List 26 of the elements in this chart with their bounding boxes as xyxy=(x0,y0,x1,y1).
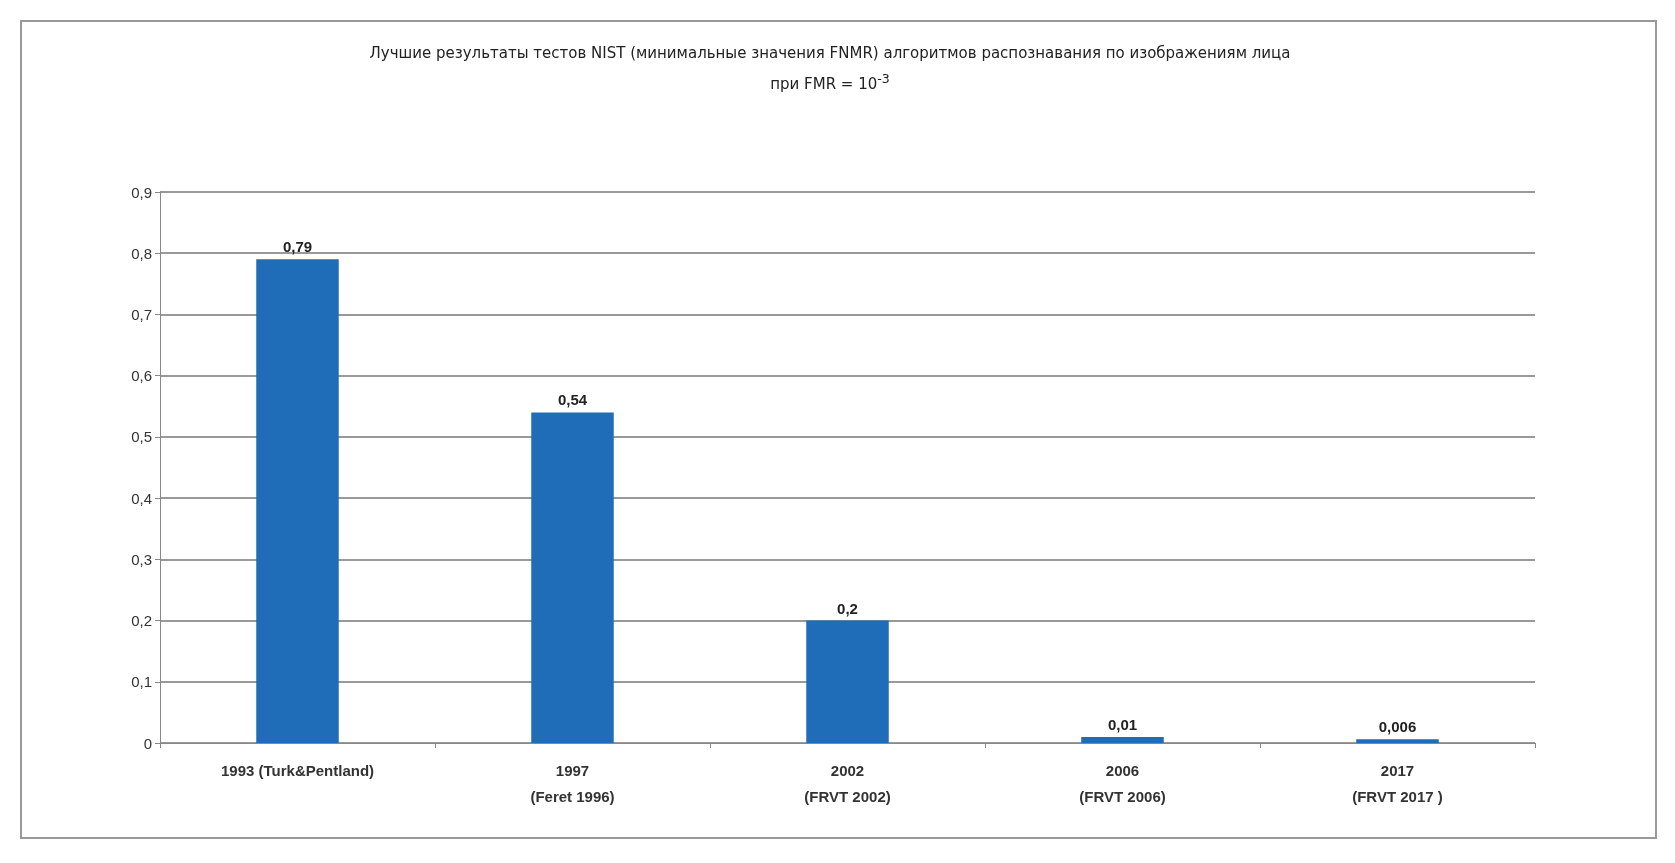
x-tick-label: 2002 (FRVT 2002) xyxy=(804,761,891,805)
chart-title: Лучшие результаты тестов NIST (минимальные значения FNMR) алгоритмов распознавания по изображениям лица при FMR = 10$^{-3}$ xyxy=(368,43,1292,95)
bar xyxy=(806,620,889,743)
bar xyxy=(1356,739,1439,743)
y-tick-label: 0,3 xyxy=(131,550,152,568)
y-tick-label: 0,1 xyxy=(131,673,152,691)
y-tick-label: 0,7 xyxy=(131,305,152,323)
data-label: 0,006 xyxy=(1378,718,1417,736)
y-tick-label: 0,4 xyxy=(131,489,152,507)
y-tick-label: 0 xyxy=(143,734,152,752)
data-label: 0,01 xyxy=(1107,715,1138,733)
data-label: 0,79 xyxy=(282,238,313,256)
bar xyxy=(1081,736,1164,743)
x-tick-label: 2017 (FRVT 2017 ) xyxy=(1352,761,1443,805)
x-tick-label: 1997 (Feret 1996) xyxy=(530,761,615,805)
bar xyxy=(256,259,339,743)
y-tick-label: 0,6 xyxy=(131,367,152,385)
x-tick-label: 2006 (FRVT 2006) xyxy=(1079,761,1166,805)
y-tick-label: 0,9 xyxy=(131,183,152,201)
data-label: 0,54 xyxy=(557,391,588,409)
bar xyxy=(531,412,614,743)
x-tick-label: 1993 (Turk&Pentland) xyxy=(220,761,375,779)
y-tick-label: 0,2 xyxy=(131,612,152,630)
data-label: 0,2 xyxy=(837,599,858,617)
y-tick-label: 0,8 xyxy=(131,244,152,262)
y-tick-label: 0,5 xyxy=(131,428,152,446)
